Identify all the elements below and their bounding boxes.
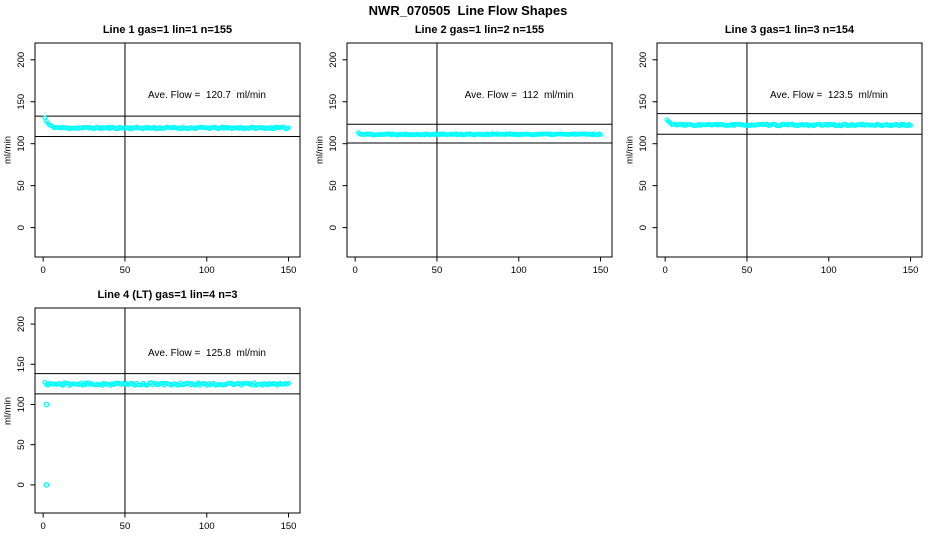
y-tick-label: 0: [16, 482, 27, 487]
plot-box: [656, 42, 923, 258]
outlier-point: [43, 401, 50, 408]
y-axis-label-line-3: ml/min: [624, 136, 636, 164]
ave-flow-annotation-line-3: Ave. Flow = 123.5 ml/min: [770, 90, 888, 101]
x-tick-label: 0: [41, 265, 46, 276]
ave-flow-annotation-line-1: Ave. Flow = 120.7 ml/min: [148, 90, 266, 101]
subplot-3: 0 50 100 150 0 50 100 150 200: [638, 42, 923, 276]
y-tick-label: 50: [16, 180, 27, 191]
ave-flow-annotation-line-2: Ave. Flow = 112 ml/min: [464, 90, 574, 101]
y-tick-label: 200: [16, 52, 27, 68]
subplot-1: 0 50 100 150 0 50 100 150 200: [16, 42, 301, 276]
x-tick-label: 50: [742, 265, 753, 276]
x-tick-label: 100: [821, 265, 837, 276]
x-tick-label: 100: [199, 265, 215, 276]
y-tick-label: 200: [16, 316, 27, 332]
x-tick-label: 150: [593, 265, 609, 276]
y-tick-label: 50: [638, 180, 649, 191]
page-title: NWR_070505 Line Flow Shapes: [368, 3, 568, 18]
x-tick-label: 150: [281, 521, 297, 532]
ave-flow-annotation-line-4: Ave. Flow = 125.8 ml/min: [148, 348, 266, 359]
y-tick-label: 150: [638, 94, 649, 110]
subplot-title-line-3: Line 3 gas=1 lin=3 n=154: [724, 24, 855, 36]
y-tick-label: 0: [16, 225, 27, 230]
x-tick-label: 0: [41, 521, 46, 532]
data-point: [286, 380, 291, 386]
x-tick-label: 50: [432, 265, 443, 276]
outlier-point: [43, 482, 50, 488]
data-point: [147, 380, 152, 386]
plot-box: [34, 42, 301, 258]
x-tick-label: 100: [511, 265, 527, 276]
x-tick-label: 0: [663, 265, 668, 276]
y-tick-label: 50: [328, 180, 339, 191]
subplot-title-line-1: Line 1 gas=1 lin=1 n=155: [102, 24, 233, 36]
y-tick-label: 50: [16, 439, 27, 450]
plot-box: [34, 307, 301, 514]
plot-box: [346, 42, 613, 258]
subplot-title-line-4: Line 4 (LT) gas=1 lin=4 n=3: [97, 289, 238, 301]
y-axis-label-line-4: ml/min: [2, 397, 14, 425]
y-tick-label: 100: [638, 136, 649, 152]
x-tick-label: 150: [281, 265, 297, 276]
x-tick-label: 50: [120, 265, 131, 276]
y-tick-label: 0: [328, 225, 339, 230]
y-tick-label: 150: [16, 356, 27, 372]
data-point: [598, 132, 603, 137]
subplot-title-line-2: Line 2 gas=1 lin=2 n=155: [414, 24, 545, 36]
x-tick-label: 100: [199, 521, 215, 532]
x-tick-label: 150: [903, 265, 919, 276]
x-tick-label: 0: [353, 265, 358, 276]
y-tick-label: 100: [16, 136, 27, 152]
y-tick-label: 100: [328, 136, 339, 152]
data-point: [286, 125, 291, 131]
subplot-4: 0 50 100 150 0 50 100 150 200: [16, 307, 301, 532]
y-axis-label-line-1: ml/min: [2, 136, 14, 164]
y-tick-label: 0: [638, 225, 649, 230]
y-tick-label: 100: [16, 397, 27, 413]
y-tick-label: 150: [16, 94, 27, 110]
subplot-2: 0 50 100 150 0 50 100 150 200: [328, 42, 613, 276]
data-point: [908, 123, 913, 128]
y-tick-label: 200: [638, 52, 649, 68]
y-tick-label: 200: [328, 52, 339, 68]
y-axis-label-line-2: ml/min: [314, 136, 326, 164]
x-tick-label: 50: [120, 521, 131, 532]
y-tick-label: 150: [328, 94, 339, 110]
data-point: [63, 380, 69, 386]
data-point: [42, 115, 48, 121]
